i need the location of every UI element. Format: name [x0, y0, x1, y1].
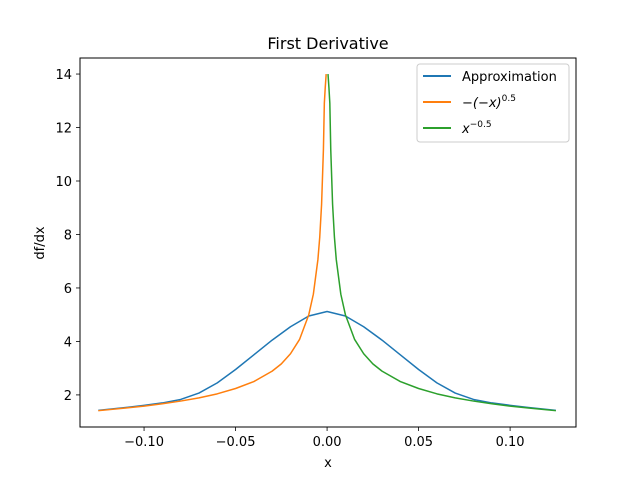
legend-box: [416, 63, 570, 143]
x-tick-label: −0.10: [124, 435, 164, 450]
y-axis-label: df/dx: [33, 226, 48, 259]
chart-title: First Derivative: [267, 34, 388, 53]
y-tick-label: 12: [55, 122, 72, 137]
legend-label-power: x−0.5: [461, 120, 492, 137]
y-tick-label: 10: [55, 175, 72, 190]
x-axis-label: x: [324, 456, 332, 471]
legend-label-power-base: x: [461, 122, 470, 137]
series-line-power: [327, 73, 556, 412]
y-tick-label: 8: [64, 228, 72, 243]
legend-label-neg-root-base: −(−x): [462, 96, 502, 111]
y-tick-label: 2: [64, 389, 72, 404]
x-tick-label: −0.05: [216, 435, 256, 450]
y-tick-label: 4: [64, 335, 72, 350]
x-tick-label: 0.00: [313, 435, 342, 450]
x-tick-label: 0.10: [496, 435, 525, 450]
ticks-layer: −0.10 −0.05 0.00 0.05 0.10 2 4 6 8 10 12 14: [55, 68, 524, 450]
series-line-neg-root: [98, 73, 327, 412]
y-tick-label: 14: [55, 68, 72, 83]
legend-label-approximation: Approximation: [462, 70, 557, 85]
legend: Approximation −(−x)0.5 x−0.5: [416, 63, 570, 143]
series-layer: [98, 73, 556, 412]
legend-label-power-exp: −0.5: [470, 120, 492, 130]
plot-area-frame: [79, 57, 577, 428]
legend-label-neg-root-exp: 0.5: [502, 94, 516, 104]
legend-label-neg-root: −(−x)0.5: [462, 94, 516, 111]
y-tick-label: 6: [64, 282, 72, 297]
series-line-approximation: [98, 310, 556, 412]
x-tick-label: 0.05: [404, 435, 433, 450]
